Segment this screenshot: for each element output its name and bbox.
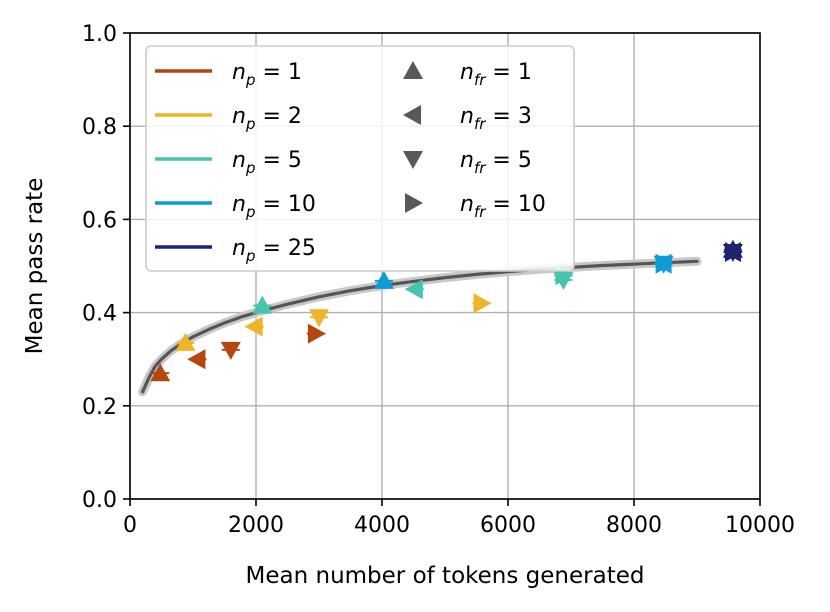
data-point-np2-nfr5 [309,309,329,328]
data-point-np2-nfr1 [175,332,196,351]
data-point-np25-nfr10 [724,242,743,262]
legend-label: np = 2 [232,104,302,133]
legend-label: nfr = 1 [460,60,532,89]
x-tick-label: 6000 [480,513,536,538]
y-tick-label: 0.6 [82,208,117,233]
y-tick-label: 0.2 [82,395,117,420]
y-tick-label: 0.4 [82,302,117,327]
data-point-np1-nfr10 [307,323,326,344]
legend-marker-nfr1 [403,61,423,79]
legend-label: np = 5 [232,148,302,177]
data-point-np10-nfr1 [373,270,394,289]
legend-label: np = 1 [232,60,302,89]
legend: np = 1 np = 2 np = 5 np = 10 np = 25 nfr = 1 n… [145,45,575,272]
axes [123,32,761,506]
data-point-np1-nfr5 [220,341,241,360]
data-point-np2-nfr10 [473,293,492,314]
plot-frame [129,32,761,500]
legend-marker-nfr5 [403,151,423,169]
legend-label: np = 25 [232,236,316,265]
data-point-np2-nfr3 [244,316,263,337]
y-axis-label: Mean pass rate [22,178,48,355]
data-point-np5-nfr3 [404,279,423,300]
legend-label: nfr = 3 [460,104,532,133]
data-points [150,239,743,382]
data-point-np1-nfr3 [187,349,206,370]
x-tick-label: 8000 [606,513,662,538]
data-point-np1-nfr1 [150,363,171,382]
legend-box [145,45,575,272]
x-tick-label: 10000 [725,513,795,538]
tick-labels: 0 2000 4000 6000 8000 10000 0.0 0.2 0.4 0.6 0.8 1.0 [82,22,795,538]
legend-marker-nfr10 [405,193,423,213]
x-tick-label: 2000 [228,513,284,538]
data-point-np10-nfr10 [655,253,674,274]
legend-label: nfr = 10 [460,192,546,221]
x-axis-label: Mean number of tokens generated [246,563,645,589]
y-tick-label: 0.0 [82,488,117,513]
x-tick-label: 0 [123,513,137,538]
y-tick-label: 0.8 [82,115,117,140]
legend-label: np = 10 [232,192,316,221]
legend-marker-nfr3 [403,105,421,125]
x-tick-label: 4000 [354,513,410,538]
data-point-np5-nfr1 [252,295,273,314]
legend-label: nfr = 5 [460,148,532,177]
fit-curve-group [138,256,702,397]
y-tick-label: 1.0 [82,22,117,47]
